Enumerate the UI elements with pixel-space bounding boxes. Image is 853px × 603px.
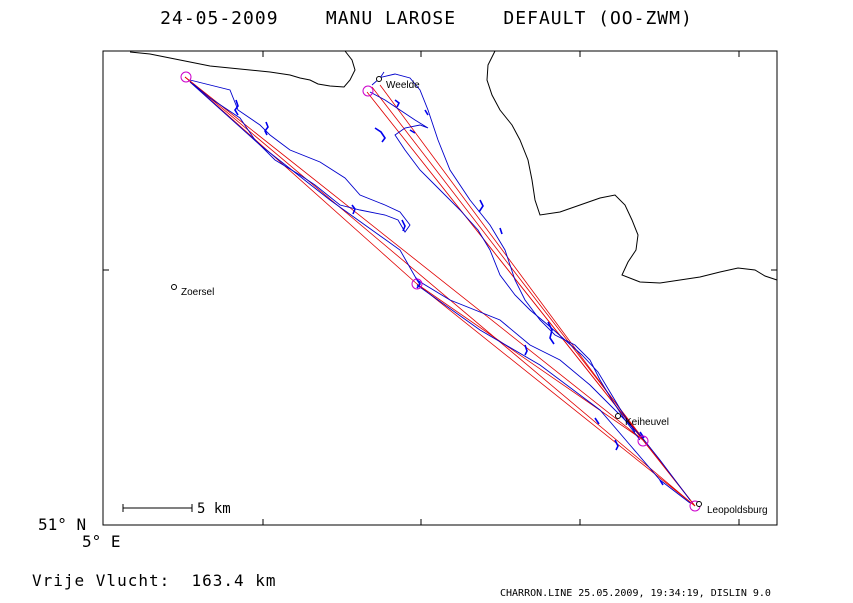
town-marker-keiheuvel [615, 413, 621, 419]
turnpoint-marker [637, 435, 649, 447]
town-label: Keiheuvel [625, 417, 669, 428]
footer-info: CHARRON.LINE 25.05.2009, 19:34:19, DISLI… [500, 588, 771, 599]
flight-track [189, 71, 691, 504]
turnpoint-marker [180, 71, 192, 83]
thermal-clusters [234, 99, 664, 486]
town-marker-leopoldsburg [696, 501, 702, 507]
axis-ticks [103, 51, 777, 525]
longitude-label: 5° E [82, 532, 121, 551]
map-title: 24-05-2009 MANU LAROSE DEFAULT (OO-ZWM) [160, 8, 693, 29]
free-flight-distance: Vrije Vlucht: 163.4 km [32, 571, 277, 590]
town-marker-weelde [376, 76, 382, 82]
scale-bar-label: 5 km [197, 501, 231, 517]
town-label: Weelde [386, 80, 420, 91]
border-lines [129, 50, 778, 284]
scale-bar [122, 504, 193, 512]
map-frame [102, 50, 778, 526]
town-marker-zoersel [171, 284, 177, 290]
turnpoint-marker [362, 85, 374, 97]
latitude-label: 51° N [38, 515, 87, 534]
town-markers [171, 76, 702, 507]
town-label: Zoersel [181, 287, 214, 298]
town-label: Leopoldsburg [707, 505, 768, 516]
turnpoint-marker [411, 278, 423, 290]
task-lines [184, 76, 696, 507]
